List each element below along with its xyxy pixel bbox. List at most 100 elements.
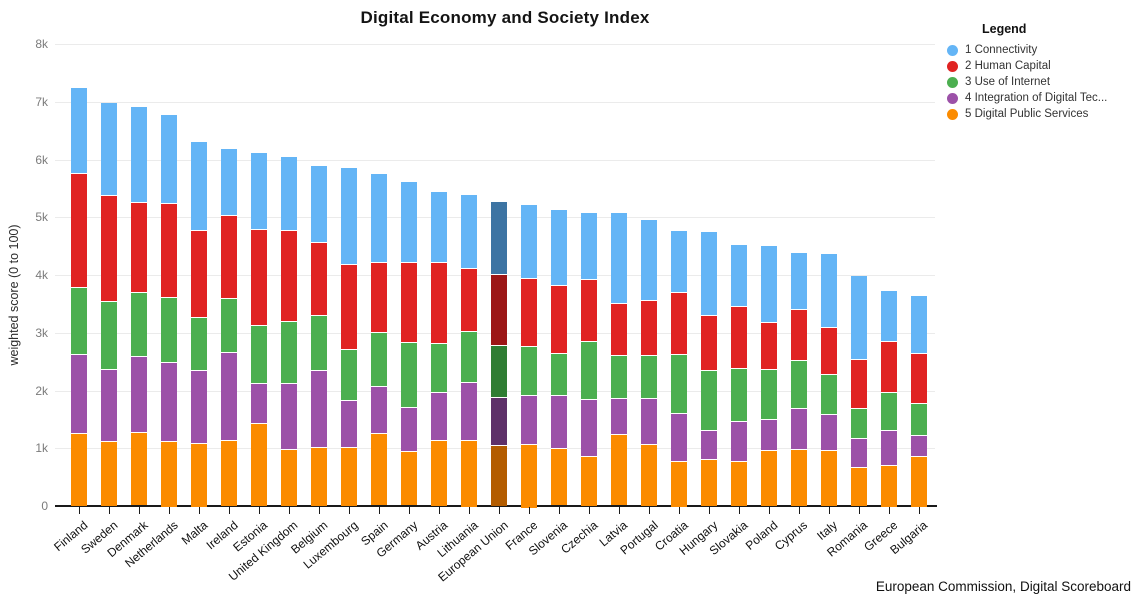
segment-1-connectivity[interactable] (370, 174, 387, 262)
segment-4-integration-of-digital-tec-[interactable] (520, 395, 537, 444)
segment-4-integration-of-digital-tec-[interactable] (370, 386, 387, 433)
segment-2-human-capital[interactable] (250, 229, 267, 325)
segment-5-digital-public-services[interactable] (160, 441, 177, 507)
segment-3-use-of-internet[interactable] (640, 355, 657, 398)
legend-item-1[interactable]: 1 Connectivity (941, 44, 1136, 56)
segment-3-use-of-internet[interactable] (340, 349, 357, 400)
legend-item-5[interactable]: 5 Digital Public Services (941, 108, 1136, 120)
segment-5-digital-public-services[interactable] (400, 451, 417, 505)
segment-2-human-capital[interactable] (190, 230, 207, 317)
segment-2-human-capital[interactable] (310, 242, 327, 315)
segment-4-integration-of-digital-tec-[interactable] (430, 392, 447, 440)
segment-1-connectivity[interactable] (190, 142, 207, 230)
segment-4-integration-of-digital-tec-[interactable] (610, 398, 627, 434)
segment-4-integration-of-digital-tec-[interactable] (160, 362, 177, 441)
segment-5-digital-public-services[interactable] (760, 450, 777, 506)
segment-4-integration-of-digital-tec-[interactable] (700, 430, 717, 459)
segment-1-connectivity[interactable] (610, 213, 627, 303)
segment-2-human-capital[interactable] (640, 300, 657, 355)
segment-5-digital-public-services[interactable] (460, 440, 477, 507)
segment-4-integration-of-digital-tec-[interactable] (730, 421, 747, 461)
segment-5-digital-public-services[interactable] (310, 447, 327, 506)
segment-3-use-of-internet[interactable] (250, 325, 267, 383)
segment-5-digital-public-services[interactable] (100, 441, 117, 506)
segment-5-digital-public-services[interactable] (640, 444, 657, 506)
segment-3-use-of-internet[interactable] (430, 343, 447, 392)
segment-4-integration-of-digital-tec-[interactable] (490, 397, 507, 445)
segment-4-integration-of-digital-tec-[interactable] (790, 408, 807, 449)
segment-3-use-of-internet[interactable] (310, 315, 327, 370)
segment-3-use-of-internet[interactable] (790, 360, 807, 408)
segment-1-connectivity[interactable] (670, 231, 687, 292)
segment-1-connectivity[interactable] (310, 166, 327, 242)
segment-2-human-capital[interactable] (400, 262, 417, 342)
segment-1-connectivity[interactable] (730, 245, 747, 306)
segment-1-connectivity[interactable] (880, 291, 897, 341)
segment-1-connectivity[interactable] (430, 192, 447, 262)
segment-3-use-of-internet[interactable] (910, 403, 927, 435)
segment-4-integration-of-digital-tec-[interactable] (190, 370, 207, 443)
segment-1-connectivity[interactable] (760, 246, 777, 322)
segment-4-integration-of-digital-tec-[interactable] (850, 438, 867, 467)
segment-4-integration-of-digital-tec-[interactable] (550, 395, 567, 448)
segment-1-connectivity[interactable] (550, 210, 567, 285)
segment-4-integration-of-digital-tec-[interactable] (310, 370, 327, 447)
segment-1-connectivity[interactable] (580, 213, 597, 279)
segment-5-digital-public-services[interactable] (580, 456, 597, 506)
segment-2-human-capital[interactable] (280, 230, 297, 321)
segment-5-digital-public-services[interactable] (370, 433, 387, 505)
segment-4-integration-of-digital-tec-[interactable] (880, 430, 897, 465)
segment-1-connectivity[interactable] (340, 168, 357, 264)
segment-1-connectivity[interactable] (910, 296, 927, 353)
segment-2-human-capital[interactable] (160, 203, 177, 297)
segment-1-connectivity[interactable] (460, 195, 477, 268)
segment-1-connectivity[interactable] (160, 115, 177, 203)
segment-5-digital-public-services[interactable] (430, 440, 447, 506)
segment-5-digital-public-services[interactable] (610, 434, 627, 505)
segment-3-use-of-internet[interactable] (130, 292, 147, 356)
segment-2-human-capital[interactable] (880, 341, 897, 392)
segment-4-integration-of-digital-tec-[interactable] (820, 414, 837, 450)
segment-2-human-capital[interactable] (700, 315, 717, 370)
segment-4-integration-of-digital-tec-[interactable] (670, 413, 687, 461)
segment-3-use-of-internet[interactable] (370, 332, 387, 386)
segment-4-integration-of-digital-tec-[interactable] (340, 400, 357, 447)
segment-2-human-capital[interactable] (100, 195, 117, 301)
segment-4-integration-of-digital-tec-[interactable] (250, 383, 267, 423)
segment-2-human-capital[interactable] (550, 285, 567, 353)
segment-2-human-capital[interactable] (790, 309, 807, 360)
segment-3-use-of-internet[interactable] (550, 353, 567, 395)
segment-3-use-of-internet[interactable] (280, 321, 297, 383)
segment-1-connectivity[interactable] (280, 157, 297, 230)
segment-4-integration-of-digital-tec-[interactable] (130, 356, 147, 432)
segment-5-digital-public-services[interactable] (220, 440, 237, 506)
segment-1-connectivity[interactable] (400, 182, 417, 262)
segment-2-human-capital[interactable] (340, 264, 357, 349)
segment-3-use-of-internet[interactable] (760, 369, 777, 419)
segment-2-human-capital[interactable] (580, 279, 597, 341)
segment-1-connectivity[interactable] (220, 149, 237, 215)
segment-5-digital-public-services[interactable] (880, 465, 897, 507)
segment-5-digital-public-services[interactable] (70, 433, 87, 506)
segment-2-human-capital[interactable] (610, 303, 627, 355)
segment-2-human-capital[interactable] (70, 173, 87, 287)
segment-3-use-of-internet[interactable] (700, 370, 717, 430)
segment-1-connectivity[interactable] (100, 103, 117, 195)
segment-5-digital-public-services[interactable] (790, 449, 807, 506)
segment-2-human-capital[interactable] (910, 353, 927, 403)
segment-3-use-of-internet[interactable] (820, 374, 837, 414)
segment-1-connectivity[interactable] (640, 220, 657, 300)
segment-2-human-capital[interactable] (460, 268, 477, 331)
segment-1-connectivity[interactable] (850, 276, 867, 359)
segment-1-connectivity[interactable] (130, 107, 147, 202)
segment-3-use-of-internet[interactable] (460, 331, 477, 382)
segment-4-integration-of-digital-tec-[interactable] (640, 398, 657, 444)
segment-1-connectivity[interactable] (790, 253, 807, 309)
segment-3-use-of-internet[interactable] (220, 298, 237, 352)
segment-1-connectivity[interactable] (250, 153, 267, 229)
segment-5-digital-public-services[interactable] (250, 423, 267, 506)
segment-5-digital-public-services[interactable] (550, 448, 567, 505)
segment-3-use-of-internet[interactable] (580, 341, 597, 399)
segment-5-digital-public-services[interactable] (850, 467, 867, 506)
segment-3-use-of-internet[interactable] (190, 317, 207, 370)
